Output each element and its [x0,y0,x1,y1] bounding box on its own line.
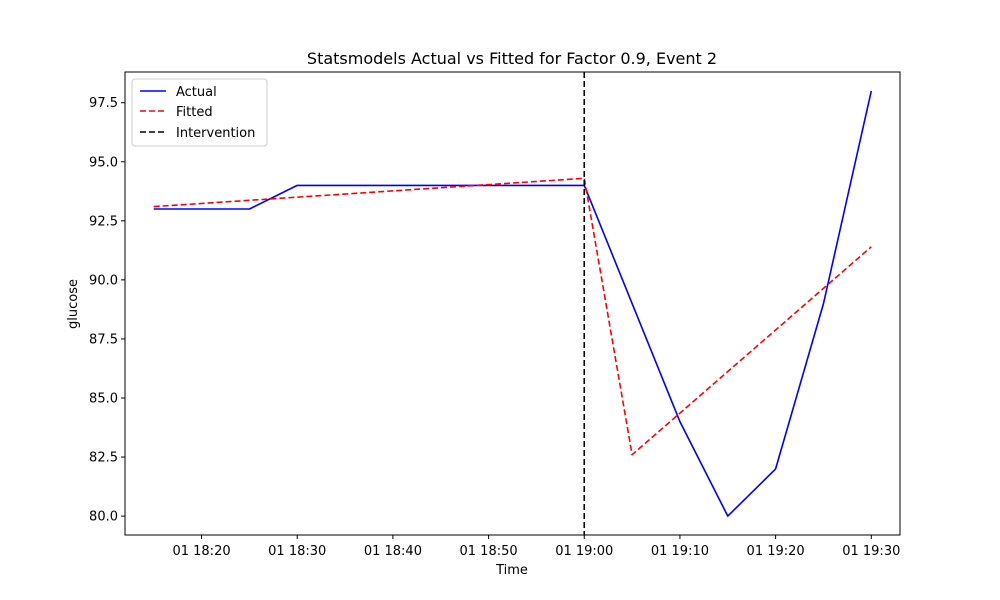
series-line-actual [153,90,873,517]
plot-frame [124,71,901,536]
x-tick-label: 01 18:50 [460,544,518,559]
series-line-fitted [153,177,872,456]
legend-label-fitted: Fitted [176,105,213,120]
legend-box [131,78,268,147]
chart-title: Statsmodels Actual vs Fitted for Factor … [307,49,717,68]
x-tick-label: 01 18:30 [268,544,326,559]
series-layer [153,90,873,517]
x-tick-label: 01 19:30 [842,544,900,559]
y-tick-label: 97.5 [89,96,118,111]
legend-label-actual: Actual [176,85,217,100]
x-tick-label: 01 19:20 [747,544,805,559]
x-axis-ticks: 01 18:20 01 18:30 01 18:40 01 18:50 01 19:00… [172,535,900,559]
x-tick-label: 01 19:00 [555,544,613,559]
y-tick-label: 80.0 [89,510,118,525]
y-axis-ticks: 80.0 82.5 85.0 87.5 90.0 92.5 95.0 97.5 [89,96,125,525]
y-tick-label: 82.5 [89,451,118,466]
x-axis-label: Time [495,563,528,578]
y-tick-label: 85.0 [89,391,118,406]
legend: Actual Fitted Intervention [131,78,268,147]
y-tick-label: 92.5 [89,214,118,229]
y-axis-label: glucose [66,279,81,329]
y-tick-label: 95.0 [89,155,118,170]
x-tick-label: 01 18:20 [172,544,230,559]
x-tick-label: 01 18:40 [364,544,422,559]
y-tick-label: 87.5 [89,332,118,347]
legend-label-intervention: Intervention [176,126,255,141]
x-tick-label: 01 19:10 [651,544,709,559]
y-tick-label: 90.0 [89,273,118,288]
